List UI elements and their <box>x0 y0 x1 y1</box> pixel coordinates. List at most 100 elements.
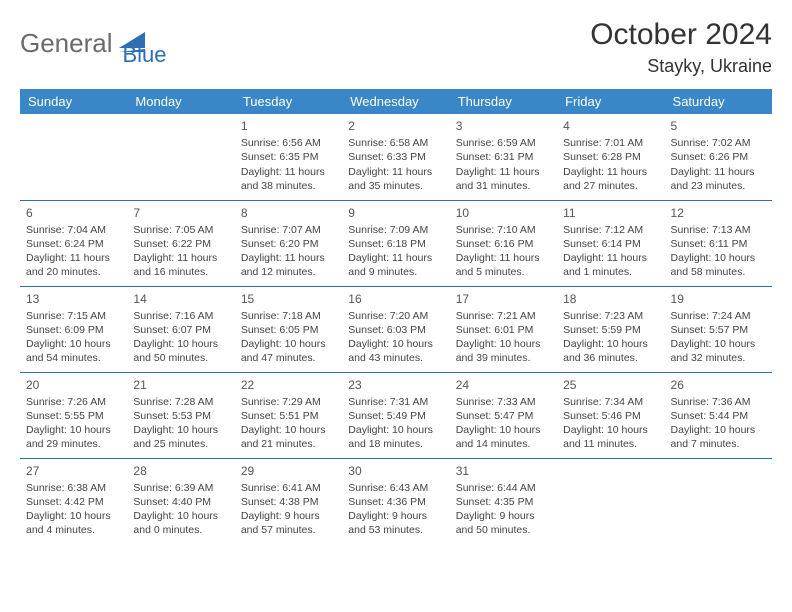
day-number: 24 <box>456 377 551 393</box>
day-number: 2 <box>348 118 443 134</box>
sunrise-line: Sunrise: 7:15 AM <box>26 309 121 323</box>
page-title: October 2024 <box>590 18 772 52</box>
calendar-cell: 10Sunrise: 7:10 AMSunset: 6:16 PMDayligh… <box>450 200 557 286</box>
weekday-thursday: Thursday <box>450 89 557 114</box>
sunset-line: Sunset: 6:18 PM <box>348 237 443 251</box>
daylight-line-2: and 18 minutes. <box>348 437 443 451</box>
sunset-line: Sunset: 5:57 PM <box>671 323 766 337</box>
day-number: 31 <box>456 463 551 479</box>
sunset-line: Sunset: 6:26 PM <box>671 150 766 164</box>
daylight-line-2: and 0 minutes. <box>133 523 228 537</box>
daylight-line: Daylight: 11 hours <box>133 251 228 265</box>
daylight-line: Daylight: 10 hours <box>563 423 658 437</box>
daylight-line: Daylight: 10 hours <box>671 337 766 351</box>
sunrise-line: Sunrise: 7:10 AM <box>456 223 551 237</box>
sunrise-line: Sunrise: 6:58 AM <box>348 136 443 150</box>
daylight-line-2: and 12 minutes. <box>241 265 336 279</box>
calendar-cell: 5Sunrise: 7:02 AMSunset: 6:26 PMDaylight… <box>665 114 772 200</box>
calendar-body: 1Sunrise: 6:56 AMSunset: 6:35 PMDaylight… <box>20 114 772 544</box>
sunrise-line: Sunrise: 7:26 AM <box>26 395 121 409</box>
daylight-line: Daylight: 11 hours <box>456 251 551 265</box>
daylight-line: Daylight: 11 hours <box>456 165 551 179</box>
calendar-cell: 7Sunrise: 7:05 AMSunset: 6:22 PMDaylight… <box>127 200 234 286</box>
day-number: 22 <box>241 377 336 393</box>
calendar-cell <box>20 114 127 200</box>
sunset-line: Sunset: 6:01 PM <box>456 323 551 337</box>
calendar-cell: 20 Sunrise: 7:26 AMSunset: 5:55 PMDayligh… <box>20 372 127 458</box>
day-number: 13 <box>26 291 121 307</box>
sunrise-line: Sunrise: 7:29 AM <box>241 395 336 409</box>
day-number: 5 <box>671 118 766 134</box>
calendar-cell: 27Sunrise: 6:38 AMSunset: 4:42 PMDayligh… <box>20 458 127 544</box>
day-number: 11 <box>563 205 658 221</box>
day-number: 14 <box>133 291 228 307</box>
sunset-line: Sunset: 6:14 PM <box>563 237 658 251</box>
calendar-cell: 25Sunrise: 7:34 AMSunset: 5:46 PMDayligh… <box>557 372 664 458</box>
daylight-line: Daylight: 10 hours <box>671 251 766 265</box>
daylight-line-2: and 50 minutes. <box>133 351 228 365</box>
sunset-line: Sunset: 6:03 PM <box>348 323 443 337</box>
calendar-cell: 16Sunrise: 7:20 AMSunset: 6:03 PMDayligh… <box>342 286 449 372</box>
calendar-cell: 12Sunrise: 7:13 AMSunset: 6:11 PMDayligh… <box>665 200 772 286</box>
day-number: 4 <box>563 118 658 134</box>
sunset-line: Sunset: 6:16 PM <box>456 237 551 251</box>
calendar-cell: 30Sunrise: 6:43 AMSunset: 4:36 PMDayligh… <box>342 458 449 544</box>
logo: General Blue <box>20 18 167 68</box>
sunrise-line: Sunrise: 6:56 AM <box>241 136 336 150</box>
weekday-sunday: Sunday <box>20 89 127 114</box>
sunrise-line: Sunrise: 7:31 AM <box>348 395 443 409</box>
sunset-line: Sunset: 6:11 PM <box>671 237 766 251</box>
sunset-line: Sunset: 5:55 PM <box>26 409 121 423</box>
day-number: 20 <box>26 377 121 393</box>
day-number: 17 <box>456 291 551 307</box>
sunrise-line: Sunrise: 6:44 AM <box>456 481 551 495</box>
sunrise-line: Sunrise: 7:21 AM <box>456 309 551 323</box>
sunset-line: Sunset: 6:33 PM <box>348 150 443 164</box>
daylight-line-2: and 27 minutes. <box>563 179 658 193</box>
day-number: 21 <box>133 377 228 393</box>
day-number: 28 <box>133 463 228 479</box>
sunrise-line: Sunrise: 7:18 AM <box>241 309 336 323</box>
title-block: October 2024 Stayky, Ukraine <box>590 18 772 77</box>
sunset-line: Sunset: 4:42 PM <box>26 495 121 509</box>
weekday-saturday: Saturday <box>665 89 772 114</box>
daylight-line: Daylight: 10 hours <box>348 423 443 437</box>
calendar-cell: 22Sunrise: 7:29 AMSunset: 5:51 PMDayligh… <box>235 372 342 458</box>
sunrise-line: Sunrise: 7:04 AM <box>26 223 121 237</box>
day-number: 7 <box>133 205 228 221</box>
sunrise-line: Sunrise: 7:33 AM <box>456 395 551 409</box>
sunset-line: Sunset: 5:46 PM <box>563 409 658 423</box>
sunrise-line: Sunrise: 7:02 AM <box>671 136 766 150</box>
day-number: 8 <box>241 205 336 221</box>
daylight-line: Daylight: 11 hours <box>241 165 336 179</box>
daylight-line-2: and 21 minutes. <box>241 437 336 451</box>
daylight-line-2: and 53 minutes. <box>348 523 443 537</box>
sunrise-line: Sunrise: 6:39 AM <box>133 481 228 495</box>
daylight-line: Daylight: 10 hours <box>26 423 121 437</box>
sunrise-line: Sunrise: 7:36 AM <box>671 395 766 409</box>
daylight-line: Daylight: 11 hours <box>563 165 658 179</box>
sunset-line: Sunset: 5:51 PM <box>241 409 336 423</box>
calendar-row: 6Sunrise: 7:04 AMSunset: 6:24 PMDaylight… <box>20 200 772 286</box>
calendar-row: 20Sunrise: 7:26 AMSunset: 5:55 PMDayligh… <box>20 372 772 458</box>
daylight-line-2: and 43 minutes. <box>348 351 443 365</box>
calendar-cell: 15Sunrise: 7:18 AMSunset: 6:05 PMDayligh… <box>235 286 342 372</box>
sunset-line: Sunset: 4:38 PM <box>241 495 336 509</box>
daylight-line-2: and 29 minutes. <box>26 437 121 451</box>
calendar-cell: 19Sunrise: 7:24 AMSunset: 5:57 PMDayligh… <box>665 286 772 372</box>
daylight-line: Daylight: 11 hours <box>26 251 121 265</box>
calendar-row: 13Sunrise: 7:15 AMSunset: 6:09 PMDayligh… <box>20 286 772 372</box>
calendar-cell: 21Sunrise: 7:28 AMSunset: 5:53 PMDayligh… <box>127 372 234 458</box>
daylight-line-2: and 25 minutes. <box>133 437 228 451</box>
calendar-cell: 29Sunrise: 6:41 AMSunset: 4:38 PMDayligh… <box>235 458 342 544</box>
weekday-header-row: Sunday Monday Tuesday Wednesday Thursday… <box>20 89 772 114</box>
sunset-line: Sunset: 6:28 PM <box>563 150 658 164</box>
day-number: 30 <box>348 463 443 479</box>
daylight-line-2: and 54 minutes. <box>26 351 121 365</box>
weekday-friday: Friday <box>557 89 664 114</box>
sunrise-line: Sunrise: 7:23 AM <box>563 309 658 323</box>
calendar-cell: 24Sunrise: 7:33 AMSunset: 5:47 PMDayligh… <box>450 372 557 458</box>
location-label: Stayky, Ukraine <box>590 56 772 77</box>
day-number: 15 <box>241 291 336 307</box>
sunrise-line: Sunrise: 7:16 AM <box>133 309 228 323</box>
